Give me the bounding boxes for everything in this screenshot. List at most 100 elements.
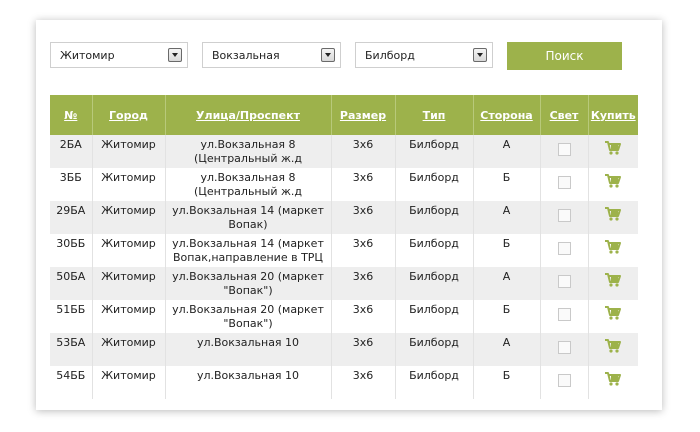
cart-icon[interactable] [604, 305, 622, 325]
table-row: 29БА Житомир ул.Вокзальная 14 (маркет Вопа… [50, 201, 638, 234]
search-button[interactable]: Поиск [507, 42, 622, 70]
cart-icon[interactable] [604, 371, 622, 391]
results-card: Житомир Вокзальная Билборд Поиск № Город… [36, 20, 662, 410]
cell-street: ул.Вокзальная 8 (Центральный ж.д [164, 168, 331, 201]
cell-buy [587, 234, 638, 267]
cell-size: 3х6 [330, 135, 395, 168]
light-checkbox[interactable] [557, 308, 571, 321]
cell-light [539, 201, 588, 234]
cart-icon[interactable] [604, 239, 622, 259]
city-select-value: Житомир [60, 49, 115, 62]
cell-number: 2БА [50, 135, 92, 168]
cell-city: Житомир [91, 234, 165, 267]
table-row: 54ББ Житомир ул.Вокзальная 10 3х6 Билборд Б [50, 366, 638, 399]
cell-buy [587, 168, 638, 201]
cell-street: ул.Вокзальная 10 [164, 366, 331, 399]
light-checkbox[interactable] [557, 143, 571, 156]
cell-number: 3ББ [50, 168, 92, 201]
cell-type: Билборд [394, 168, 473, 201]
cell-light [539, 300, 588, 333]
cart-icon[interactable] [604, 272, 622, 292]
cell-size: 3х6 [330, 267, 395, 300]
cell-street: ул.Вокзальная 10 [164, 333, 331, 366]
column-header-number[interactable]: № [50, 95, 92, 135]
light-checkbox[interactable] [557, 209, 571, 222]
cart-icon[interactable] [604, 206, 622, 226]
cell-city: Житомир [91, 300, 165, 333]
column-header-buy[interactable]: Купить [587, 95, 638, 135]
chevron-down-icon[interactable] [168, 48, 182, 62]
street-select[interactable]: Вокзальная [202, 42, 341, 68]
cell-size: 3х6 [330, 234, 395, 267]
cell-buy [587, 333, 638, 366]
cell-light [539, 135, 588, 168]
cell-city: Житомир [91, 168, 165, 201]
cart-icon[interactable] [604, 338, 622, 358]
table-row: 30ББ Житомир ул.Вокзальная 14 (маркет Вопа… [50, 234, 638, 267]
cell-number: 51ББ [50, 300, 92, 333]
cell-light [539, 168, 588, 201]
cell-buy [587, 366, 638, 399]
light-checkbox[interactable] [557, 176, 571, 189]
column-header-size[interactable]: Размер [330, 95, 395, 135]
light-checkbox[interactable] [557, 374, 571, 387]
table-row: 53БА Житомир ул.Вокзальная 10 3х6 Билборд А [50, 333, 638, 366]
light-checkbox[interactable] [557, 341, 571, 354]
light-checkbox[interactable] [557, 275, 571, 288]
cell-number: 30ББ [50, 234, 92, 267]
column-header-street[interactable]: Улица/Проспект [164, 95, 331, 135]
cell-city: Житомир [91, 135, 165, 168]
cell-buy [587, 201, 638, 234]
cell-city: Житомир [91, 267, 165, 300]
cell-type: Билборд [394, 201, 473, 234]
column-header-city[interactable]: Город [91, 95, 165, 135]
cell-side: А [472, 267, 540, 300]
city-select[interactable]: Житомир [50, 42, 188, 68]
cell-side: Б [472, 168, 540, 201]
cell-city: Житомир [91, 366, 165, 399]
cell-side: Б [472, 300, 540, 333]
cell-number: 54ББ [50, 366, 92, 399]
cell-light [539, 366, 588, 399]
cell-city: Житомир [91, 333, 165, 366]
table-row: 50БА Житомир ул.Вокзальная 20 (маркет "Воп… [50, 267, 638, 300]
cell-side: Б [472, 366, 540, 399]
cell-number: 50БА [50, 267, 92, 300]
cell-street: ул.Вокзальная 20 (маркет "Вопак") [164, 300, 331, 333]
billboards-table: № Город Улица/Проспект Размер Тип Сторон… [50, 95, 638, 399]
cell-buy [587, 300, 638, 333]
cell-street: ул.Вокзальная 8 (Центральный ж.д [164, 135, 331, 168]
column-header-side[interactable]: Сторона [472, 95, 540, 135]
table-row: 2БА Житомир ул.Вокзальная 8 (Центральный ж… [50, 135, 638, 168]
cell-light [539, 267, 588, 300]
cell-street: ул.Вокзальная 20 (маркет "Вопак") [164, 267, 331, 300]
cell-buy [587, 267, 638, 300]
cell-type: Билборд [394, 300, 473, 333]
table-header-row: № Город Улица/Проспект Размер Тип Сторон… [50, 95, 638, 135]
cell-side: Б [472, 234, 540, 267]
cell-number: 29БА [50, 201, 92, 234]
cell-street: ул.Вокзальная 14 (маркет Вопак) [164, 201, 331, 234]
cell-size: 3х6 [330, 333, 395, 366]
cell-size: 3х6 [330, 201, 395, 234]
type-select[interactable]: Билборд [355, 42, 493, 68]
cart-icon[interactable] [604, 140, 622, 160]
column-header-type[interactable]: Тип [394, 95, 473, 135]
cart-icon[interactable] [604, 173, 622, 193]
cell-type: Билборд [394, 333, 473, 366]
table-row: 3ББ Житомир ул.Вокзальная 8 (Центральный ж… [50, 168, 638, 201]
chevron-down-icon[interactable] [473, 48, 487, 62]
cell-side: А [472, 333, 540, 366]
column-header-light[interactable]: Свет [539, 95, 588, 135]
type-select-value: Билборд [365, 49, 415, 62]
light-checkbox[interactable] [557, 242, 571, 255]
cell-buy [587, 135, 638, 168]
cell-type: Билборд [394, 267, 473, 300]
cell-light [539, 234, 588, 267]
cell-street: ул.Вокзальная 14 (маркет Вопак,направлен… [164, 234, 331, 267]
chevron-down-icon[interactable] [321, 48, 335, 62]
cell-size: 3х6 [330, 300, 395, 333]
cell-side: А [472, 201, 540, 234]
cell-number: 53БА [50, 333, 92, 366]
cell-size: 3х6 [330, 168, 395, 201]
